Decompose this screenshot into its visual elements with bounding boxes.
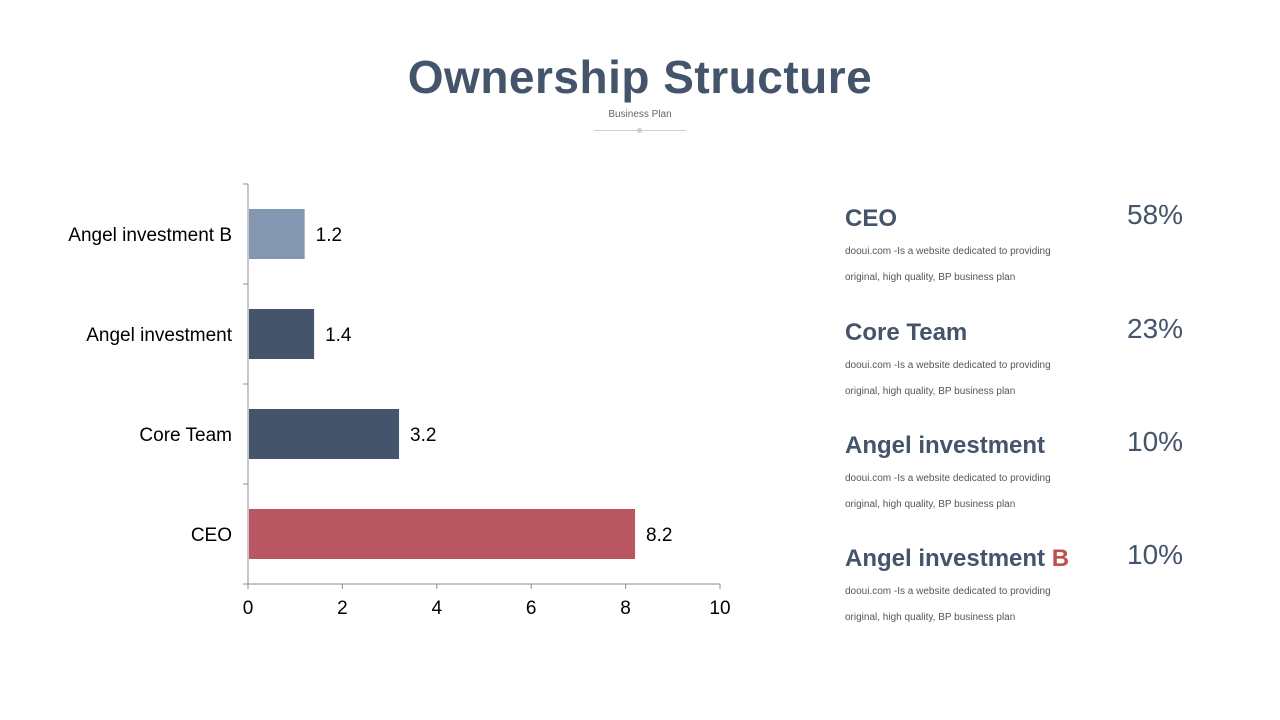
x-tick-label: 0 [243,598,254,619]
ownership-bar-chart: 0 2 4 6 8 10 Angel investment B 1.2 Angel invest… [68,183,731,619]
legend-name: Core Team [845,319,968,346]
data-label: 1.2 [316,225,342,246]
legend-name: Angel investment B [845,545,1070,572]
x-tick-label: 10 [709,598,730,619]
title-divider-dot [637,128,642,133]
x-tick-label: 6 [526,598,537,619]
bar [249,509,636,559]
category-label: Angel investment [86,325,232,346]
legend-percent: 10% [1127,426,1184,457]
bar [249,209,305,259]
legend-name: CEO [845,205,898,232]
page-subtitle: Business Plan [608,109,672,120]
x-tick-label: 4 [432,598,443,619]
data-label: 8.2 [646,525,672,546]
page-title: Ownership Structure [407,51,873,103]
data-label: 3.2 [410,425,436,446]
category-label: Core Team [139,425,232,446]
legend-description: dooui.com -Is a website dedicated to pro… [845,246,1051,283]
legend-name: Angel investment [845,432,1046,459]
legend-description: dooui.com -Is a website dedicated to pro… [845,473,1051,510]
legend-percent: 58% [1127,199,1184,230]
legend-percent: 23% [1127,313,1184,344]
bar [249,309,315,359]
legend-description: dooui.com -Is a website dedicated to pro… [845,586,1051,623]
x-tick-label: 8 [620,598,631,619]
legend-description: dooui.com -Is a website dedicated to pro… [845,360,1051,397]
data-label: 1.4 [325,325,352,346]
category-label: CEO [191,525,232,546]
bar [249,409,400,459]
category-label: Angel investment B [68,225,232,246]
legend-percent: 10% [1127,539,1184,570]
x-tick-label: 2 [337,598,348,619]
